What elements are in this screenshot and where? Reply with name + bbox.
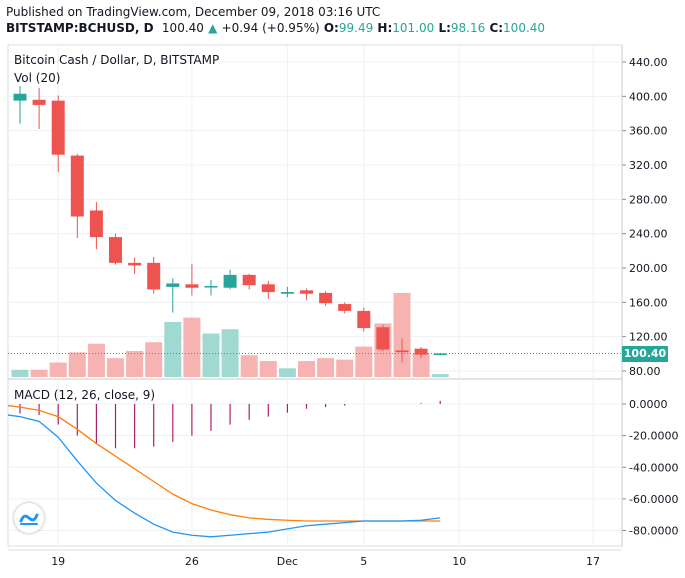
volume-bar [202, 333, 220, 377]
price-tick-label: 400.00 [629, 90, 668, 103]
volume-bar [68, 352, 86, 377]
candle-body [109, 237, 122, 263]
change-value: +0.94 (+0.95%) [221, 21, 320, 35]
candle-body [89, 210, 103, 238]
candle-body [223, 274, 237, 288]
quote-bar: BITSTAMP:BCHUSD, D 100.40 ▲ +0.94 (+0.95… [6, 21, 545, 35]
x-tick-label: Dec [277, 555, 298, 568]
open-value: 99.49 [338, 21, 374, 35]
candle-body [128, 262, 142, 266]
candle-body [414, 348, 428, 355]
high-label: H: [377, 21, 393, 35]
candle-body [300, 290, 313, 294]
close-value: 100.40 [503, 21, 546, 35]
volume-bar [49, 362, 67, 377]
low-value: 98.16 [450, 21, 486, 35]
macd-tick-label: -40.0000 [629, 461, 678, 474]
last-price-tag: 100.40 [622, 346, 668, 362]
price-tick-label: 240.00 [629, 228, 668, 241]
volume-legend: Vol (20) [14, 71, 61, 85]
candle-body [395, 350, 409, 353]
price-tick-label: 200.00 [629, 262, 668, 275]
volume-bar [164, 321, 182, 377]
candle-body [70, 155, 84, 217]
volume-bar [183, 317, 201, 377]
volume-bar [336, 359, 354, 377]
price-tick-label: 440.00 [629, 56, 668, 69]
x-tick-label: 19 [51, 555, 65, 568]
macd-tick-label: -80.0000 [629, 525, 678, 538]
x-tick-label: 17 [586, 555, 600, 568]
candle-body [204, 286, 218, 288]
price-tick-label: 320.00 [629, 159, 668, 172]
volume-bar [317, 358, 335, 377]
chart-title: Bitcoin Cash / Dollar, D, BITSTAMP [14, 53, 220, 67]
candle-body [261, 284, 275, 293]
volume-bar [298, 361, 315, 377]
candle-body [166, 283, 180, 287]
candle-body [280, 292, 294, 294]
candle-body [32, 99, 46, 105]
close-label: C: [489, 21, 504, 35]
price-tick-label: 80.00 [629, 365, 661, 378]
symbol-label: BITSTAMP:BCHUSD, D [6, 21, 154, 35]
candle-body [376, 327, 390, 350]
candle-body [147, 262, 161, 290]
price-tick-label: 160.00 [629, 296, 668, 309]
candle-body [13, 93, 27, 101]
last-price: 100.40 [161, 21, 204, 35]
macd-tick-label: -60.0000 [629, 493, 678, 506]
candle-body [185, 284, 199, 288]
signal-line [7, 404, 441, 522]
candle-body [433, 353, 447, 355]
volume-bar [278, 368, 296, 377]
volume-bar [431, 374, 449, 377]
up-arrow-icon: ▲ [208, 21, 218, 35]
volume-bar [393, 293, 411, 377]
volume-bar [145, 342, 163, 377]
x-tick-label: 5 [360, 555, 367, 568]
volume-bar [412, 353, 430, 377]
candle-body [319, 292, 333, 304]
x-tick-label: 10 [452, 555, 466, 568]
volume-bar [11, 369, 29, 377]
volume-bar [30, 369, 48, 377]
macd-tick-label: -20.0000 [629, 430, 678, 443]
chart-border [7, 44, 623, 547]
x-tick-label: 26 [185, 555, 199, 568]
price-tick-label: 280.00 [629, 193, 668, 206]
volume-bar [240, 355, 258, 377]
tradingview-logo-icon[interactable] [14, 503, 44, 533]
candle-body [51, 100, 65, 155]
macd-tick-label: 0.0000 [629, 398, 668, 411]
publish-caption: Published on TradingView.com, December 0… [6, 5, 381, 19]
macd-legend: MACD (12, 26, close, 9) [14, 388, 156, 402]
high-value: 101.00 [392, 21, 435, 35]
low-label: L: [438, 21, 451, 35]
candle-body [242, 274, 256, 286]
candle-body [338, 304, 352, 311]
open-label: O: [323, 21, 339, 35]
price-tick-label: 120.00 [629, 331, 668, 344]
macd-line [7, 414, 441, 538]
candle-body [357, 310, 371, 329]
volume-bar [355, 346, 373, 377]
volume-bar [87, 343, 105, 377]
volume-bar [259, 361, 277, 377]
volume-bar [126, 350, 144, 377]
price-tick-label: 360.00 [629, 125, 668, 138]
volume-bar [107, 358, 124, 377]
